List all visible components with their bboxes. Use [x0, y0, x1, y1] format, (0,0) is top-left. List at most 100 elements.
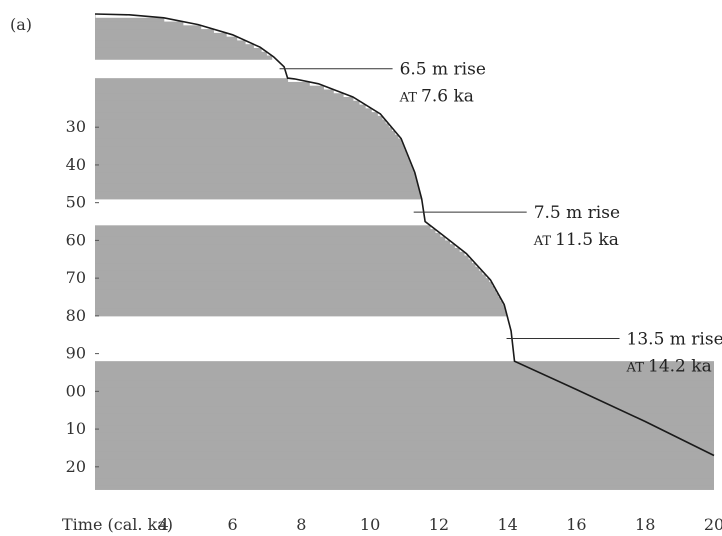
area-fill-row	[95, 85, 324, 90]
area-fill-row	[514, 361, 714, 366]
area-fill-row	[95, 123, 389, 128]
area-fill-row	[95, 146, 405, 151]
y-tick-label: 30	[66, 117, 86, 136]
area-fill-row	[95, 417, 638, 423]
area-fill-row	[95, 474, 714, 479]
area-fill-row	[95, 293, 499, 298]
area-fill-row	[95, 481, 714, 487]
annotation-age: AT 7.6 ka	[399, 87, 474, 107]
area-fill-row	[95, 127, 393, 132]
area-fill-row	[95, 440, 684, 445]
area-fill-row	[95, 25, 202, 30]
area-fill-row	[588, 395, 714, 400]
area-fill-row	[95, 180, 418, 185]
area-fill-row	[675, 436, 714, 441]
area-fill-row	[95, 153, 408, 158]
area-fill-row	[95, 466, 714, 472]
area-fill-row	[95, 395, 590, 400]
area-fill-row	[95, 391, 581, 396]
annotation-rise: 7.5 m rise	[534, 203, 620, 223]
annotation-rise: 13.5 m rise	[627, 330, 722, 350]
area-fill-row	[95, 119, 386, 124]
area-fill-row	[95, 247, 460, 253]
area-fill-row	[95, 304, 505, 309]
area-fill-row	[95, 172, 416, 177]
area-fill-row	[645, 421, 714, 426]
area-fill-row	[95, 21, 184, 26]
annotation-age: AT 11.5 ka	[533, 230, 619, 250]
area-fill-row	[95, 44, 254, 49]
y-tick-label: 50	[66, 193, 86, 212]
y-tick-label: 80	[66, 306, 86, 325]
area-fill-row	[95, 455, 714, 460]
area-fill-row	[564, 383, 714, 389]
area-fill-row	[95, 32, 227, 38]
x-tick-label: 10	[360, 515, 380, 534]
area-fill-row	[547, 376, 714, 381]
area-fill-row	[95, 459, 714, 464]
area-fill-row	[95, 164, 413, 170]
area-fill-row	[95, 100, 360, 106]
area-fill-row	[95, 425, 654, 430]
area-fill-row	[95, 376, 549, 381]
area-fill-row	[95, 195, 422, 200]
area-fill-row	[95, 447, 700, 453]
area-fill-row	[95, 225, 431, 230]
area-fill-row	[95, 281, 493, 287]
y-tick-label: 00	[66, 381, 86, 400]
area-fill-row	[95, 149, 407, 155]
area-fill-row	[620, 410, 714, 415]
y-tick-label: 90	[66, 344, 86, 363]
area-fill-row	[95, 436, 677, 441]
annotation-age: AT 14.2 ka	[626, 357, 712, 377]
area-fill-row	[95, 55, 273, 60]
x-axis-label: Time (cal. ka)	[62, 515, 173, 534]
area-fill-row	[629, 413, 714, 419]
area-fill-row	[95, 451, 707, 456]
area-fill-row	[95, 380, 557, 385]
panel-label: (a)	[10, 15, 32, 34]
area-fill-row	[95, 161, 411, 166]
y-tick-label: 40	[66, 155, 86, 174]
area-fill-row	[95, 157, 410, 162]
x-tick-label: 14	[497, 515, 517, 534]
area-fill-row	[95, 361, 516, 366]
area-fill-row	[95, 478, 714, 483]
area-fill-row	[596, 398, 714, 404]
area-fill-row	[95, 17, 165, 23]
area-fill-row	[95, 402, 606, 407]
area-fill-row	[95, 240, 451, 245]
area-fill-row	[95, 14, 96, 19]
area-fill-row	[95, 251, 465, 256]
area-fill-row	[95, 297, 501, 302]
area-fill-row	[95, 138, 402, 143]
x-tick-label: 12	[429, 515, 449, 534]
area-fill-row	[95, 97, 354, 102]
annotation-rise: 6.5 m rise	[400, 60, 486, 80]
area-fill-row	[95, 308, 506, 313]
area-fill-row	[652, 425, 714, 430]
area-fill-row	[95, 285, 495, 290]
area-fill-row	[95, 29, 214, 34]
area-fill-row	[95, 463, 714, 468]
area-fill-row	[555, 380, 714, 385]
area-fill-row	[660, 429, 714, 434]
area-fill-row	[539, 372, 714, 377]
area-fill-row	[683, 440, 714, 445]
area-fill-row	[612, 406, 714, 411]
area-fill-row	[95, 112, 378, 117]
area-fill-row	[95, 115, 383, 121]
area-fill-row	[95, 368, 532, 373]
y-tick-label: 60	[66, 230, 86, 249]
area-fill-row	[95, 51, 267, 57]
area-fill-row	[95, 89, 334, 94]
area-fill-row	[95, 142, 404, 147]
area-fill-row	[95, 387, 573, 392]
area-fill-row	[95, 263, 476, 268]
area-fill-row	[95, 183, 419, 189]
area-fill-row	[637, 417, 714, 423]
x-tick-label: 20	[704, 515, 722, 534]
area-fill-row	[95, 236, 446, 241]
area-fill-row	[580, 391, 714, 396]
area-fill-row	[691, 444, 714, 449]
